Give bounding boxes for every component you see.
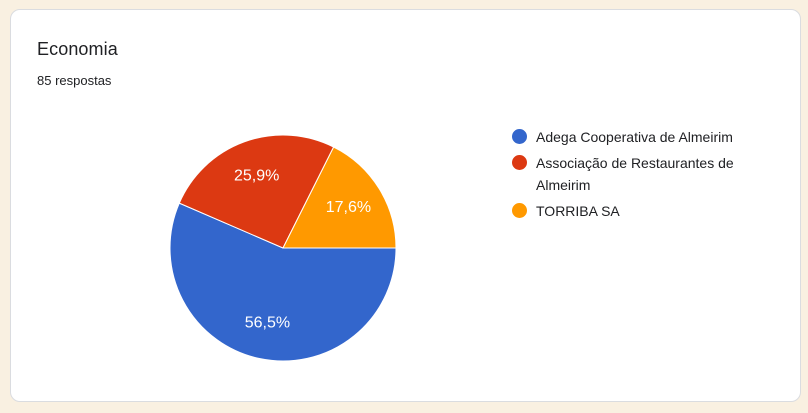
legend-item: Associação de Restaurantes de Almeirim: [512, 152, 802, 196]
pie-slice-percent-label: 56,5%: [245, 315, 290, 332]
legend-item-label: TORRIBA SA: [536, 203, 620, 219]
pie-slice-percent-label: 17,6%: [326, 199, 371, 216]
pie-slice-percent-label: 25,9%: [234, 167, 279, 184]
legend-color-dot: [512, 155, 527, 170]
legend-item-label: Associação de Restaurantes de Almeirim: [536, 155, 734, 193]
question-title: Economia: [37, 39, 118, 59]
legend-item: Adega Cooperativa de Almeirim: [512, 126, 802, 148]
legend-item-label: Adega Cooperativa de Almeirim: [536, 129, 733, 145]
pie-slice-1[interactable]: [169, 202, 397, 362]
legend-color-dot: [512, 129, 527, 144]
response-count: 85 respostas: [37, 73, 112, 88]
legend-color-dot: [512, 203, 527, 218]
pie-slice-2[interactable]: [178, 134, 335, 249]
chart-legend: Adega Cooperativa de Almeirim Associação …: [512, 126, 802, 226]
summary-card: Economia 85 respostas 56,5% 25,9% 17,6% Ad…: [10, 9, 801, 402]
pie-chart: 56,5% 25,9% 17,6%: [163, 128, 403, 368]
pie-slice-3[interactable]: [282, 146, 397, 249]
legend-item: TORRIBA SA: [512, 200, 802, 222]
